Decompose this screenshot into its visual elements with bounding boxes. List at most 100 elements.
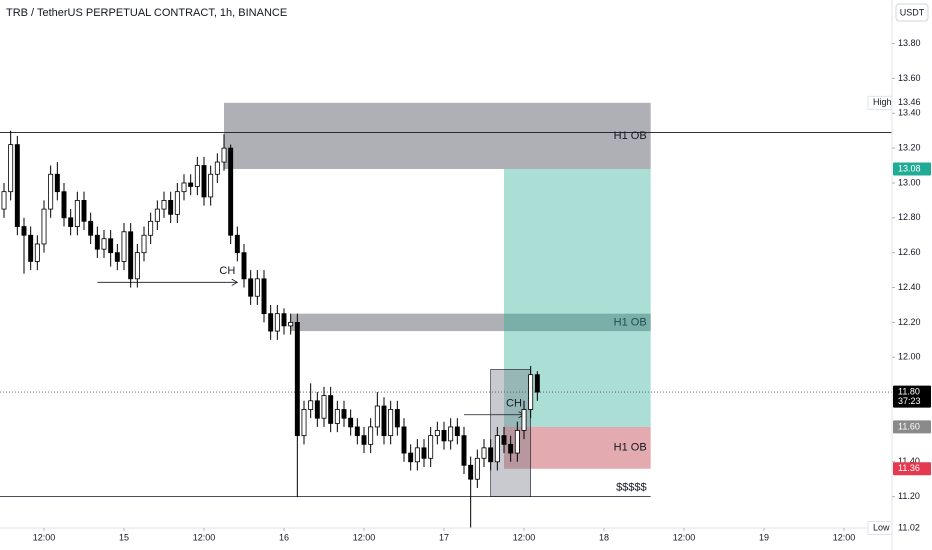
candle-body <box>348 417 354 428</box>
candle-body <box>121 231 127 262</box>
candle-body <box>434 430 440 437</box>
y-tick-label: 12.00 <box>898 352 921 362</box>
ch-label: CH <box>506 398 522 410</box>
candle-body <box>514 430 520 454</box>
currency: USDT <box>900 7 925 17</box>
ch-label: CH <box>219 265 235 277</box>
price-label-box <box>893 162 931 176</box>
x-tick-label: 12:00 <box>193 532 216 542</box>
candle-body <box>494 435 500 463</box>
candle-body <box>334 409 340 424</box>
candle-body <box>288 321 294 327</box>
candle-body <box>148 220 154 236</box>
candle-body <box>161 199 167 210</box>
candle-body <box>181 182 187 193</box>
y-tick-label: 11.40 <box>898 456 920 466</box>
candle-body <box>228 147 234 236</box>
candle-body <box>414 447 420 463</box>
price-name-box <box>867 521 893 535</box>
candle-body <box>188 182 194 187</box>
candle-body <box>248 278 254 297</box>
candle-body <box>54 173 60 193</box>
price-label-box <box>893 521 931 535</box>
candle-body <box>368 426 374 445</box>
candle-body <box>508 443 514 454</box>
x-tick-label: 12:00 <box>513 532 536 542</box>
candle-body <box>214 161 220 175</box>
candle-body <box>341 409 347 419</box>
candle-body <box>294 321 300 437</box>
candle-body <box>201 165 207 198</box>
y-tick-label: 12.40 <box>898 282 921 292</box>
candle-body <box>74 199 80 227</box>
candle-body <box>101 238 107 250</box>
level-label: $$$$$ <box>616 482 647 494</box>
candle-body <box>14 144 20 227</box>
zone <box>290 313 651 332</box>
candle-body <box>81 199 87 222</box>
candle-body <box>194 165 200 187</box>
zone <box>504 426 651 469</box>
x-tick-label: 12:00 <box>833 532 856 542</box>
price-label: 13.46 <box>898 97 921 107</box>
candle-body <box>481 447 487 459</box>
price-name: Low <box>873 522 890 532</box>
candle-body <box>134 252 140 280</box>
candle-body <box>374 405 380 428</box>
candle-body <box>474 457 480 480</box>
candle-body <box>534 374 540 393</box>
price-label-box <box>893 96 931 110</box>
candle-body <box>241 252 247 280</box>
x-tick-label: 12:00 <box>33 532 56 542</box>
zone-label: H1 OB <box>614 442 647 454</box>
price-label-box <box>893 462 931 476</box>
candle-body <box>41 208 47 245</box>
candle-body <box>441 430 447 442</box>
candle-body <box>448 426 454 442</box>
candle-body <box>261 278 267 315</box>
candle-body <box>328 395 334 424</box>
candle-body <box>394 409 400 428</box>
zone-label: H1 OB <box>614 316 647 328</box>
price-label: 11.80 <box>898 386 920 396</box>
zone <box>490 369 531 497</box>
candle-body <box>48 173 54 210</box>
candle-body <box>61 191 67 219</box>
y-tick-label: 12.20 <box>898 317 921 327</box>
candle-body <box>128 231 134 280</box>
x-tick-label: 16 <box>279 532 289 542</box>
candle-body <box>381 405 387 437</box>
candle-body <box>88 220 94 236</box>
candle-body <box>168 199 174 215</box>
candle-body <box>408 452 414 463</box>
y-tick-label: 13.60 <box>898 73 921 83</box>
price-name: High <box>873 97 892 107</box>
candle-body <box>21 226 27 236</box>
candle-body <box>454 426 460 437</box>
x-tick-label: 18 <box>599 532 609 542</box>
price-label: 11.02 <box>898 522 920 532</box>
candle-body <box>254 278 260 297</box>
price-name-box <box>867 95 893 110</box>
x-tick-label: 19 <box>759 532 769 542</box>
candle-body <box>468 464 474 480</box>
zone <box>224 102 651 170</box>
countdown: 37:23 <box>898 396 921 406</box>
candle-body <box>234 234 240 254</box>
candle-body <box>361 435 367 445</box>
y-tick-label: 13.20 <box>898 142 921 152</box>
candle-body <box>174 191 180 215</box>
candle-body <box>28 234 34 262</box>
candle-body <box>501 435 507 445</box>
y-tick-label: 12.80 <box>898 212 921 222</box>
plot-area: H1 OB H1 OB H1 OB $$$$$ CH CH <box>0 102 892 528</box>
candle-body <box>8 144 14 193</box>
candle-body <box>401 426 407 454</box>
candle-body <box>314 400 320 419</box>
candle-body <box>321 395 327 419</box>
currency-box[interactable] <box>895 3 929 22</box>
y-tick-label: 11.20 <box>898 491 920 501</box>
candle-body <box>141 234 147 254</box>
